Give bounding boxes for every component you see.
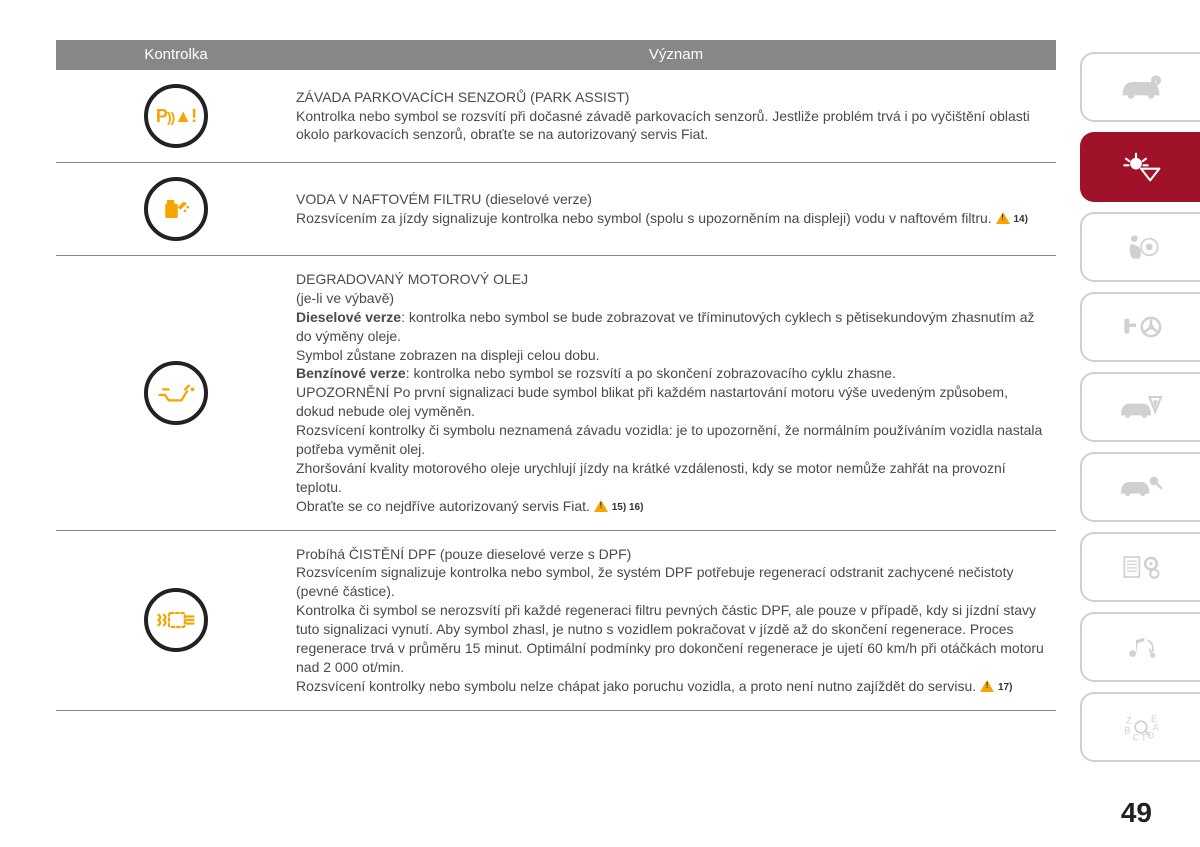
para: Rozsvícení kontrolky nebo symbolu nelze …	[296, 678, 976, 694]
line: Zhoršování kvality motorového oleje uryc…	[296, 460, 1006, 495]
header-icon: Kontrolka	[56, 40, 296, 70]
warning-triangle-icon	[980, 680, 994, 692]
bold-label: Dieselové verze	[296, 309, 401, 325]
row-body: Kontrolka nebo symbol se rozsvítí při do…	[296, 108, 1030, 143]
table-row: VODA V NAFTOVÉM FILTRU (dieselové verze)…	[56, 163, 1056, 256]
row-body: Rozsvícením za jízdy signalizuje kontrol…	[296, 210, 992, 226]
svg-text:B: B	[1124, 726, 1130, 736]
svg-text:Z: Z	[1126, 716, 1132, 726]
warning-triangle-icon	[996, 212, 1010, 224]
row-title: ZÁVADA PARKOVACÍCH SENZORŮ (PARK ASSIST)	[296, 88, 1046, 107]
ref: 15) 16)	[612, 502, 644, 513]
tab-vehicle-info[interactable]: i	[1080, 52, 1200, 122]
tab-key-wheel[interactable]	[1080, 292, 1200, 362]
line: UPOZORNĚNÍ Po první signalizaci bude sym…	[296, 384, 1008, 419]
ref: 17)	[998, 682, 1012, 693]
svg-text:C: C	[1133, 732, 1140, 742]
bold-text: : kontrolka nebo symbol se bude zobrazov…	[296, 309, 1035, 344]
table-row: Probíhá ČISTĚNÍ DPF (pouze dieselové ver…	[56, 530, 1056, 710]
tab-hazard[interactable]	[1080, 372, 1200, 442]
row-title: Probíhá ČISTĚNÍ DPF (pouze dieselové ver…	[296, 545, 1046, 564]
tab-index[interactable]: ZBCEADT	[1080, 692, 1200, 762]
header-meaning: Význam	[296, 40, 1056, 70]
bold-text: : kontrolka nebo symbol se rozsvítí a po…	[406, 365, 896, 381]
line: Rozsvícení kontrolky či symbolu neznamen…	[296, 422, 1042, 457]
table-row: P))▲! ZÁVADA PARKOVACÍCH SENZORŮ (PARK A…	[56, 70, 1056, 163]
oil-icon	[144, 361, 208, 425]
page-content: Kontrolka Význam P))▲! ZÁVADA PARKOVACÍC…	[56, 40, 1056, 711]
bold-label: Benzínové verze	[296, 365, 406, 381]
park-assist-icon: P))▲!	[144, 84, 208, 148]
para: Kontrolka či symbol se nerozsvítí při ka…	[296, 602, 1044, 675]
svg-text:T: T	[1141, 732, 1147, 742]
para: Rozsvícením signalizuje kontrolka nebo s…	[296, 564, 1013, 599]
dpf-icon	[144, 588, 208, 652]
line: Obraťte se co nejdříve autorizovaný serv…	[296, 498, 590, 514]
tab-specs[interactable]	[1080, 532, 1200, 602]
warning-triangle-icon	[594, 500, 608, 512]
tab-multimedia[interactable]	[1080, 612, 1200, 682]
row-title: DEGRADOVANÝ MOTOROVÝ OLEJ	[296, 270, 1046, 289]
tab-warning-lights[interactable]	[1080, 132, 1200, 202]
ref: 14)	[1013, 214, 1027, 225]
tab-airbag[interactable]	[1080, 212, 1200, 282]
page-number: 49	[1121, 797, 1152, 829]
row-sub: (je-li ve výbavě)	[296, 289, 1046, 308]
indicator-table: Kontrolka Význam P))▲! ZÁVADA PARKOVACÍC…	[56, 40, 1056, 711]
table-row: DEGRADOVANÝ MOTOROVÝ OLEJ (je-li ve výba…	[56, 256, 1056, 531]
row-title: VODA V NAFTOVÉM FILTRU (dieselové verze)	[296, 190, 1046, 209]
water-in-fuel-icon	[144, 177, 208, 241]
tab-service[interactable]	[1080, 452, 1200, 522]
line: Symbol zůstane zobrazen na displeji celo…	[296, 347, 600, 363]
side-tabs: i ZBCEADT	[1080, 52, 1200, 772]
